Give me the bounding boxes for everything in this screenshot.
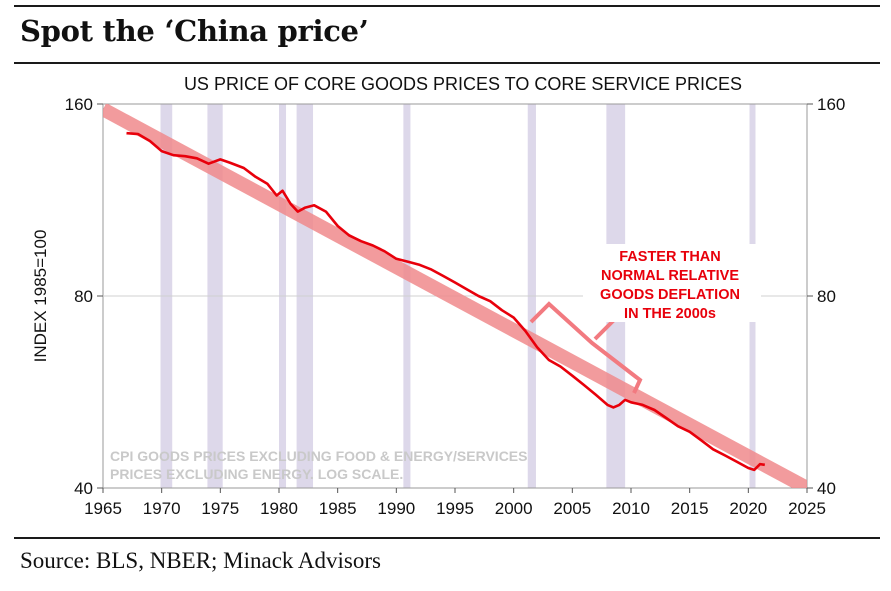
annotation-bracket xyxy=(529,301,643,394)
annotation-line: GOODS DEFLATION xyxy=(600,287,740,303)
page-title: Spot the ‘China price’ xyxy=(20,14,369,48)
x-tick-label: 1970 xyxy=(143,499,181,518)
x-tick-label: 2010 xyxy=(612,499,650,518)
annotation-box xyxy=(583,244,761,322)
x-tick-label: 1975 xyxy=(201,499,239,518)
x-tick-label: 1990 xyxy=(377,499,415,518)
y-tick-label: 80 xyxy=(74,287,93,306)
y-tick-label-right: 160 xyxy=(817,95,845,114)
annotation-line: NORMAL RELATIVE xyxy=(601,268,739,284)
source-note: Source: BLS, NBER; Minack Advisors xyxy=(20,548,381,573)
top-rule xyxy=(14,5,880,7)
x-tick-label: 2020 xyxy=(729,499,767,518)
y-tick-label: 40 xyxy=(74,479,93,498)
annotation-line: IN THE 2000s xyxy=(624,306,716,322)
chart-note-line: PRICES EXCLUDING ENERGY. LOG SCALE. xyxy=(110,466,403,482)
y-tick-label: 160 xyxy=(65,95,93,114)
x-tick-label: 2005 xyxy=(553,499,591,518)
x-tick-label: 2025 xyxy=(788,499,826,518)
series-line xyxy=(126,131,765,472)
y-axis-label: INDEX 1985=100 xyxy=(31,230,50,363)
x-tick-label: 1980 xyxy=(260,499,298,518)
annotation-line: FASTER THAN xyxy=(619,249,721,265)
bottom-rule xyxy=(14,537,880,539)
x-tick-label: 1995 xyxy=(436,499,474,518)
title-rule xyxy=(14,62,880,64)
trend-line xyxy=(103,104,807,488)
x-tick-label: 2000 xyxy=(495,499,533,518)
x-tick-label: 1965 xyxy=(84,499,122,518)
chart-note-line: CPI GOODS PRICES EXCLUDING FOOD & ENERGY… xyxy=(110,448,527,464)
y-tick-label-right: 40 xyxy=(817,479,836,498)
y-tick-label-right: 80 xyxy=(817,287,836,306)
x-tick-label: 2015 xyxy=(671,499,709,518)
x-tick-label: 1985 xyxy=(319,499,357,518)
chart-title: US PRICE OF CORE GOODS PRICES TO CORE SE… xyxy=(184,74,742,94)
